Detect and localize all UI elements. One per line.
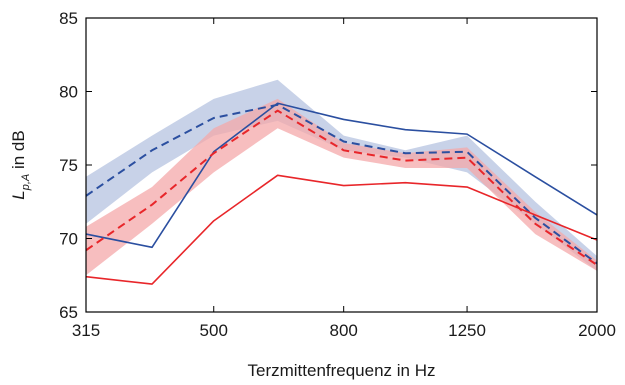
x-tick-label-1: 315 [72,321,100,340]
x-axis-label: Terzmittenfrequenz in Hz [247,361,435,380]
series-line-4-solid [85,174,598,285]
y-tick-label-3: 75 [59,156,78,175]
ticks-layer: 315 500 800 1250 2000 65 70 75 80 85 [59,9,616,340]
y-tick-label-2: 70 [59,230,78,249]
x-tick-label-5: 2000 [578,321,616,340]
y-tick-label-1: 65 [59,303,78,322]
series-line-3-dashed [85,109,598,266]
series-line-2-solid [85,102,598,249]
lines-layer [85,102,598,285]
confidence-band-1 [86,79,597,271]
bands-layer [86,79,597,276]
x-tick-label-2: 500 [200,321,228,340]
y-tick-label-4: 80 [59,83,78,102]
y-axis-label-symbol: L [9,190,28,199]
x-tick-label-3: 800 [329,321,357,340]
y-axis-label-subscript: p,A [20,174,32,192]
y-axis-label: Lp,A in dB [9,130,32,199]
confidence-band-2 [86,98,597,276]
y-axis-label-suffix: in dB [9,130,28,173]
x-tick-label-4: 1250 [448,321,486,340]
series-line-1-dashed [85,103,598,265]
y-tick-label-5: 85 [59,9,78,28]
